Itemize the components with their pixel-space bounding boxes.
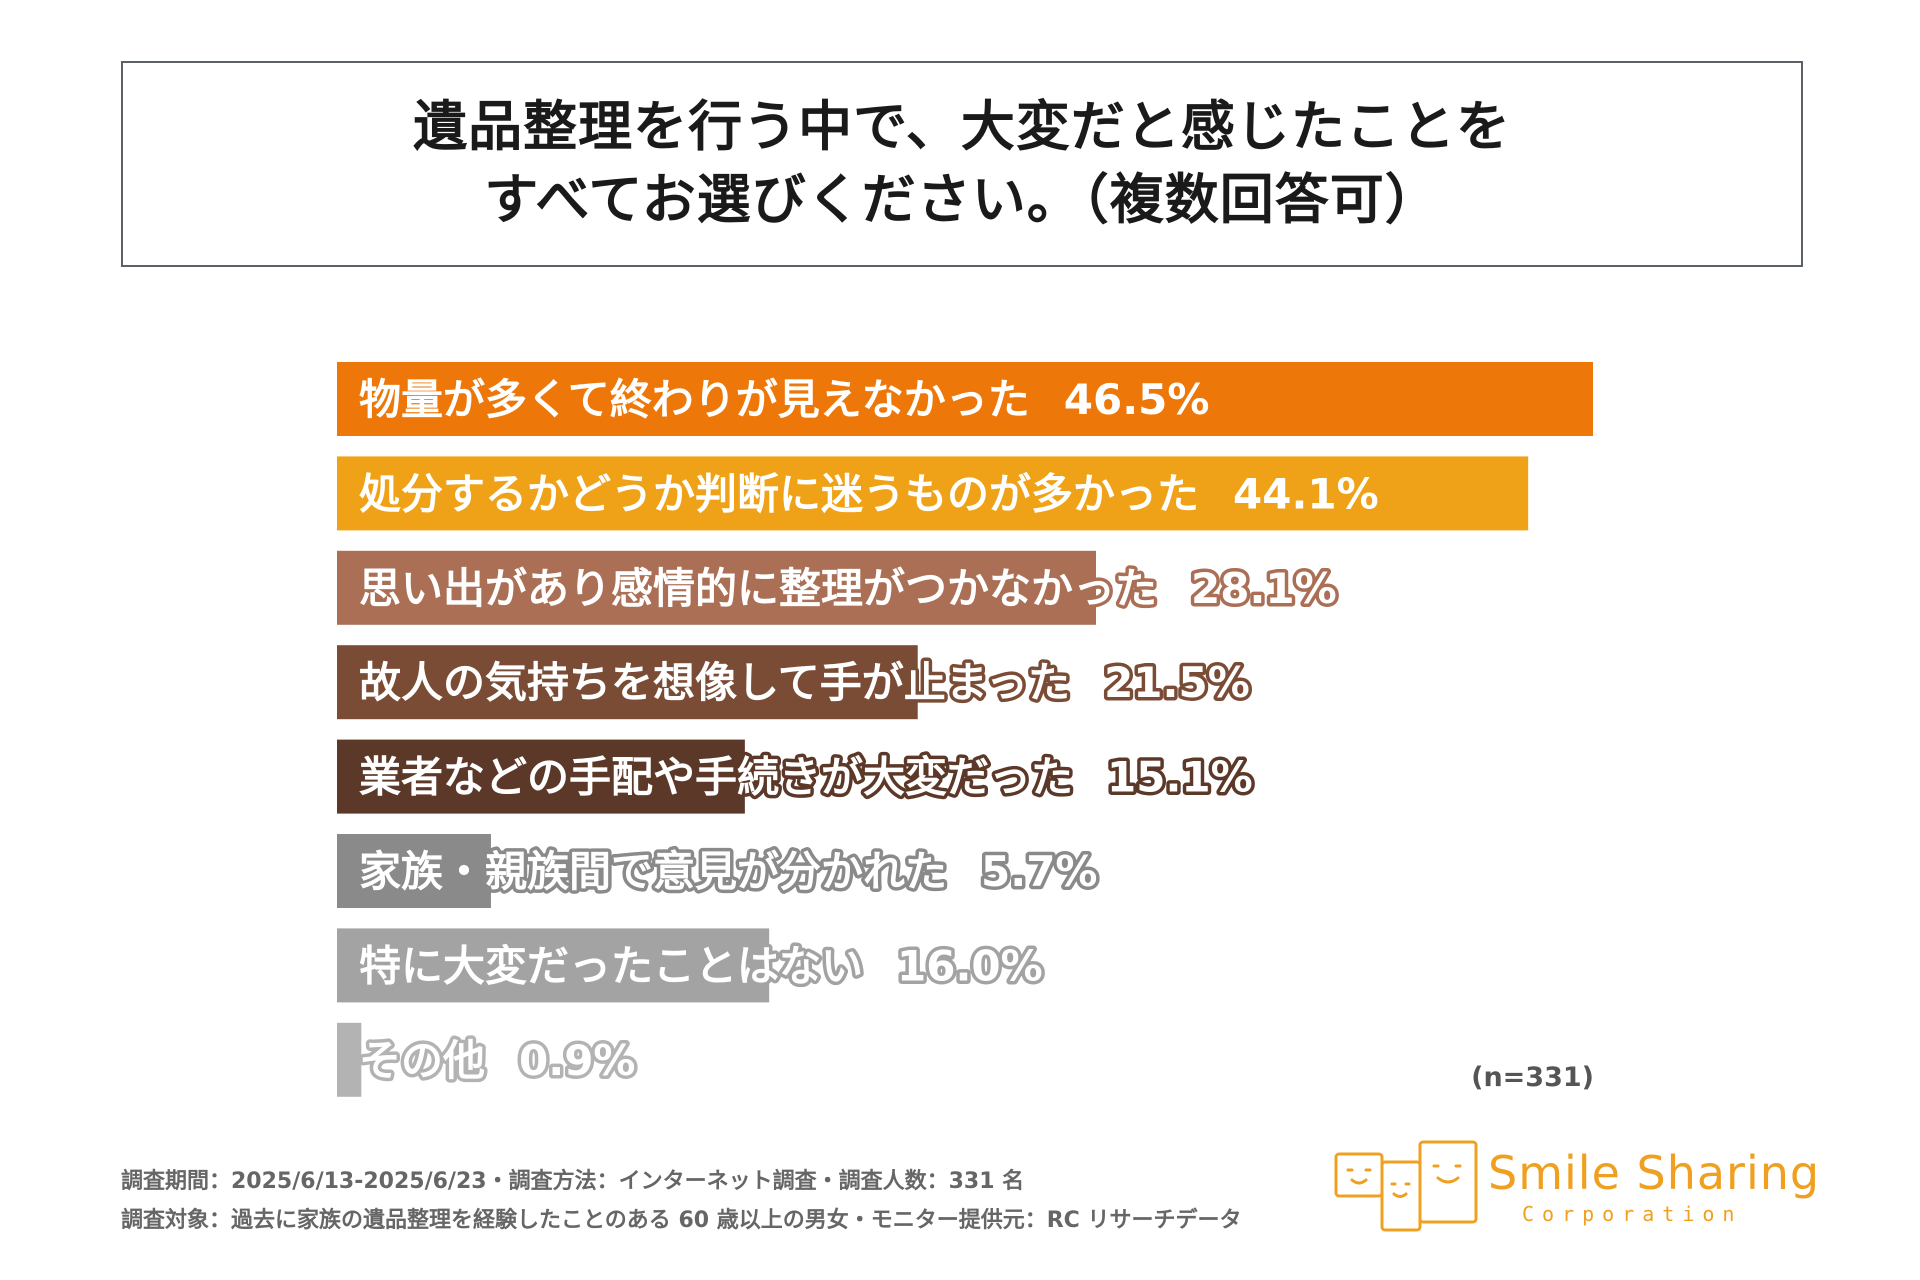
bar-8: [337, 1022, 362, 1097]
category-label-1: 物量が多くて終わりが見えなかった: [359, 375, 1030, 424]
category-label-3: 思い出があり感情的に整理がつかなかった: [359, 564, 1157, 613]
bar-5: [337, 739, 745, 814]
survey-footnote-2: 調査対象：過去に家族の遺品整理を経験したことのある 60 歳以上の男女・モニター…: [121, 1208, 1242, 1233]
bar-label-7: 特に大変だったことはない 16.0%: [359, 941, 1043, 990]
category-label-5: 業者などの手配や手続きが大変だった: [359, 753, 1073, 802]
bar-label-8: その他 0.9%: [359, 1036, 636, 1085]
bars-layer: [337, 362, 1593, 1097]
value-label-7: 16.0%: [897, 941, 1043, 990]
smile-sharing-logo: Smile Sharing Corporation: [1332, 1136, 1819, 1236]
question-title-line-2: すべてお選びください。（複数回答可）: [484, 168, 1440, 231]
labels-layer: 物量が多くて終わりが見えなかった 46.5% 処分するかどうか判断に迷うものが多かっ…: [356, 372, 1383, 1089]
bar-label-2: 処分するかどうか判断に迷うものが多かった 44.1%: [359, 469, 1379, 518]
value-label-2: 44.1%: [1233, 469, 1379, 518]
logo-wordmark: Smile Sharing: [1488, 1146, 1821, 1200]
value-label-1: 46.5%: [1064, 375, 1210, 424]
bar-6: [337, 834, 491, 908]
bar-label-1: 物量が多くて終わりが見えなかった 46.5%: [359, 375, 1209, 424]
value-label-8: 0.9%: [519, 1036, 635, 1085]
category-label-7: 特に大変だったことはない: [359, 941, 863, 990]
value-label-4: 21.5%: [1104, 658, 1250, 707]
sample-size-note: (n=331): [1471, 1062, 1594, 1093]
bar-4: [337, 645, 918, 720]
value-label-6: 5.7%: [981, 847, 1097, 896]
bar-3: [337, 550, 1097, 625]
value-label-3: 28.1%: [1191, 564, 1337, 613]
bar-label-5: 業者などの手配や手続きが大変だった 15.1%: [359, 753, 1253, 802]
bar-7: [337, 928, 770, 1003]
survey-footnote-1: 調査期間：2025/6/13-2025/6/23・調査方法：インターネット調査・…: [121, 1169, 1025, 1194]
logo-subtitle: Corporation: [1522, 1202, 1743, 1226]
category-label-4: 故人の気持ちを想像して手が止まった: [359, 658, 1070, 707]
bar-2: [337, 456, 1529, 531]
bar-1: [337, 362, 1593, 436]
category-label-2: 処分するかどうか判断に迷うものが多かった: [359, 469, 1199, 518]
question-title-box: 遺品整理を行う中で、大変だと感じたことを すべてお選びください。（複数回答可）: [121, 61, 1803, 267]
bar-label-6: 家族・親族間で意見が分かれた 5.7%: [359, 847, 1098, 896]
smile-faces-logo-icon: [1334, 1140, 1478, 1232]
value-label-5: 15.1%: [1107, 753, 1253, 802]
bar-label-3: 思い出があり感情的に整理がつかなかった 28.1%: [359, 564, 1337, 613]
bar-label-4: 故人の気持ちを想像して手が止まった 21.5%: [359, 658, 1250, 707]
question-title-line-1: 遺品整理を行う中で、大変だと感じたことを: [413, 95, 1511, 159]
category-label-8: その他: [359, 1036, 485, 1085]
category-label-6: 家族・親族間で意見が分かれた: [359, 847, 947, 896]
